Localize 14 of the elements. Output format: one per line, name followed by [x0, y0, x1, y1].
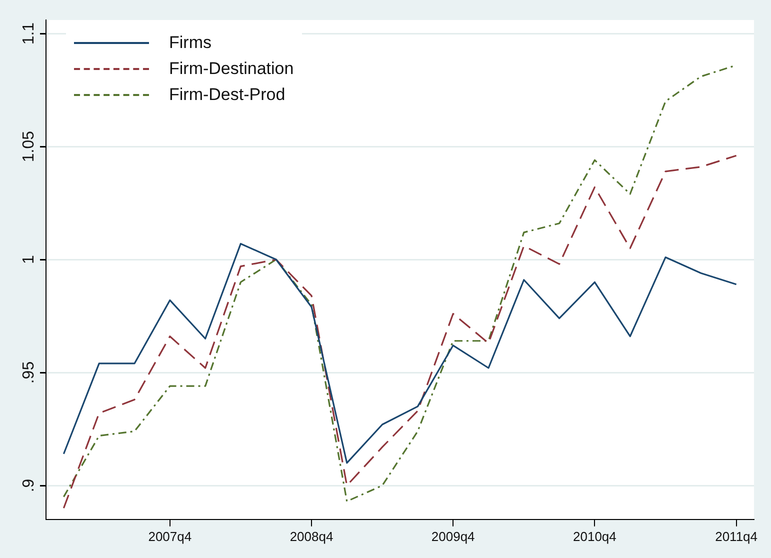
legend-label: Firm-Destination [169, 59, 294, 79]
y-tick-label: 1.1 [20, 22, 38, 45]
y-tick-label: .9 [20, 478, 38, 492]
line-series [62, 154, 738, 509]
x-tick-label: 2011q4 [715, 528, 758, 544]
legend-label: Firm-Dest-Prod [169, 85, 286, 105]
x-tick-label: 2008q4 [290, 528, 334, 544]
legend-label: Firms [169, 33, 212, 53]
y-tick-label: 1 [20, 254, 38, 264]
x-tick-label: 2009q4 [431, 528, 475, 544]
y-tick-label: .95 [20, 361, 38, 384]
x-tick-label: 2010q4 [573, 528, 616, 544]
y-tick-label: 1.05 [20, 130, 38, 162]
x-tick-label: 2007q4 [148, 528, 192, 544]
